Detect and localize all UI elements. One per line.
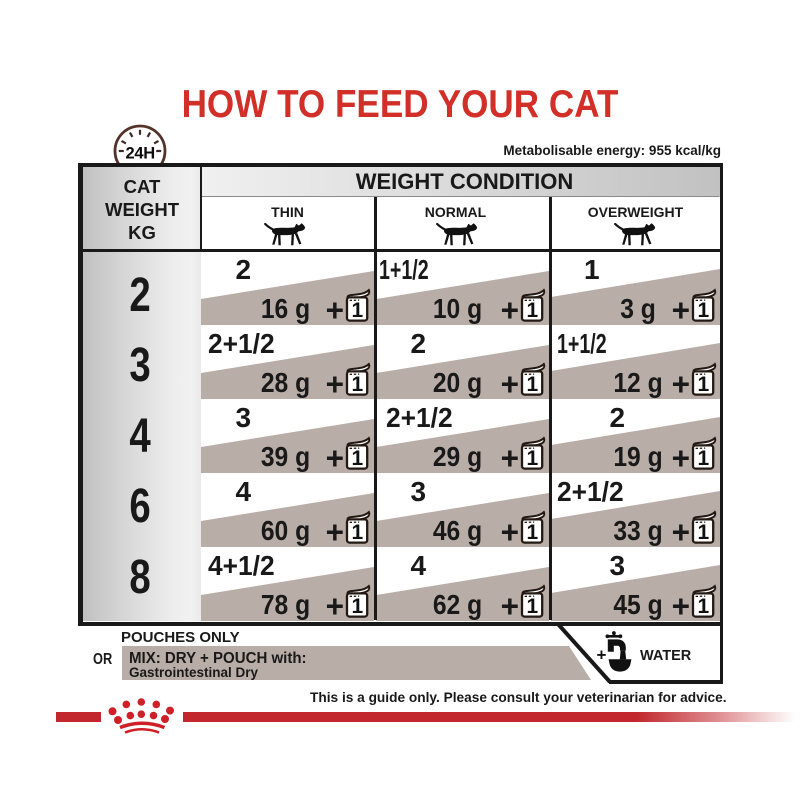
- svg-text:24H: 24H: [126, 145, 155, 163]
- svg-text:+: +: [597, 646, 607, 665]
